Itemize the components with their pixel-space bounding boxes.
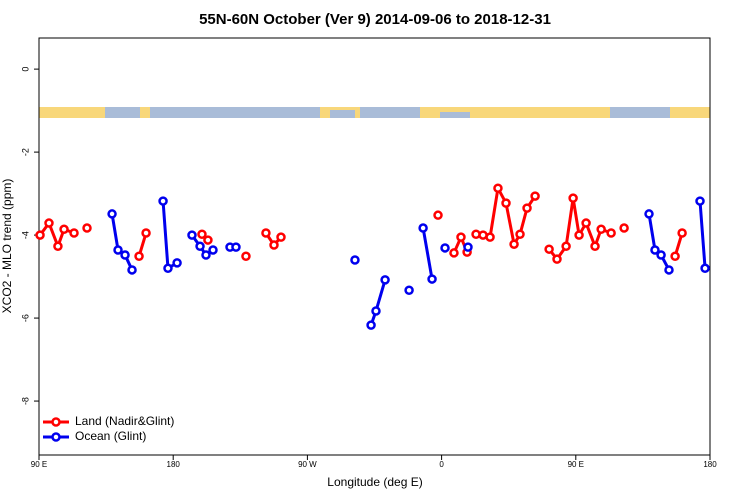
point (201, 250, 211, 260)
point (241, 251, 251, 262)
x-tick-label: 90 E (568, 460, 584, 469)
point (261, 228, 271, 238)
point (276, 232, 286, 242)
point (404, 285, 414, 296)
point (644, 209, 654, 219)
x-tick-label: 90 W (298, 460, 317, 469)
point (501, 198, 511, 208)
series-line (110, 200, 707, 326)
plot-frame (38, 37, 711, 456)
point (44, 218, 54, 228)
point (59, 224, 69, 235)
point (208, 245, 218, 255)
point (371, 306, 381, 316)
point (440, 243, 450, 253)
legend-label: Land (Nadir&Glint) (75, 414, 174, 428)
point (82, 223, 92, 233)
land-ocean-strip (39, 107, 710, 118)
point (530, 191, 540, 201)
point (418, 223, 428, 233)
point (619, 223, 629, 233)
x-tick-label: 180 (703, 460, 717, 469)
point (427, 274, 437, 284)
point (141, 228, 151, 238)
point (113, 245, 123, 255)
point (195, 241, 205, 252)
point (172, 258, 182, 268)
point (700, 263, 710, 274)
point (650, 245, 660, 255)
chart-title: 55N-60N October (Ver 9) 2014-09-06 to 20… (199, 11, 551, 28)
point (433, 210, 443, 220)
point (596, 224, 606, 235)
point (35, 230, 45, 240)
point (134, 251, 144, 262)
point (449, 248, 459, 258)
point (664, 265, 674, 275)
point (568, 193, 578, 203)
point (380, 275, 390, 285)
point (544, 244, 554, 254)
y-tick-label: -6 (20, 314, 30, 322)
x-axis-label: Longitude (deg E) (327, 475, 422, 489)
legend-marker (51, 432, 61, 442)
point (509, 239, 519, 249)
point (197, 229, 207, 240)
point (561, 241, 571, 252)
point (515, 229, 525, 240)
point (581, 218, 591, 228)
x-tick-label: 0 (439, 460, 444, 469)
point (120, 250, 130, 260)
point (670, 251, 680, 262)
point (606, 228, 616, 238)
point (463, 242, 473, 252)
point (231, 242, 241, 252)
point (590, 241, 600, 252)
point (695, 196, 705, 206)
y-tick-label: -8 (20, 397, 30, 405)
point (656, 250, 666, 260)
x-tick-label: 90 E (31, 460, 47, 469)
point (350, 255, 360, 265)
point (574, 230, 584, 240)
point (493, 183, 503, 193)
point (677, 228, 687, 238)
y-axis-label: XCO2 - MLO trend (ppm) (0, 179, 14, 314)
point (203, 235, 213, 245)
point (69, 228, 79, 238)
point (456, 232, 466, 242)
point (163, 263, 173, 274)
point (107, 209, 117, 219)
y-tick-label: 0 (20, 67, 30, 72)
y-tick-label: -4 (20, 231, 30, 239)
legend-marker (51, 417, 61, 427)
point (187, 230, 197, 240)
point (127, 265, 137, 275)
point (522, 203, 532, 213)
point (485, 232, 495, 242)
y-tick-label: -2 (20, 148, 30, 156)
point (53, 241, 63, 252)
point (552, 254, 562, 264)
legend-label: Ocean (Glint) (75, 429, 146, 443)
point (366, 320, 376, 330)
point (158, 196, 168, 206)
x-tick-label: 180 (167, 460, 181, 469)
point (269, 240, 279, 250)
